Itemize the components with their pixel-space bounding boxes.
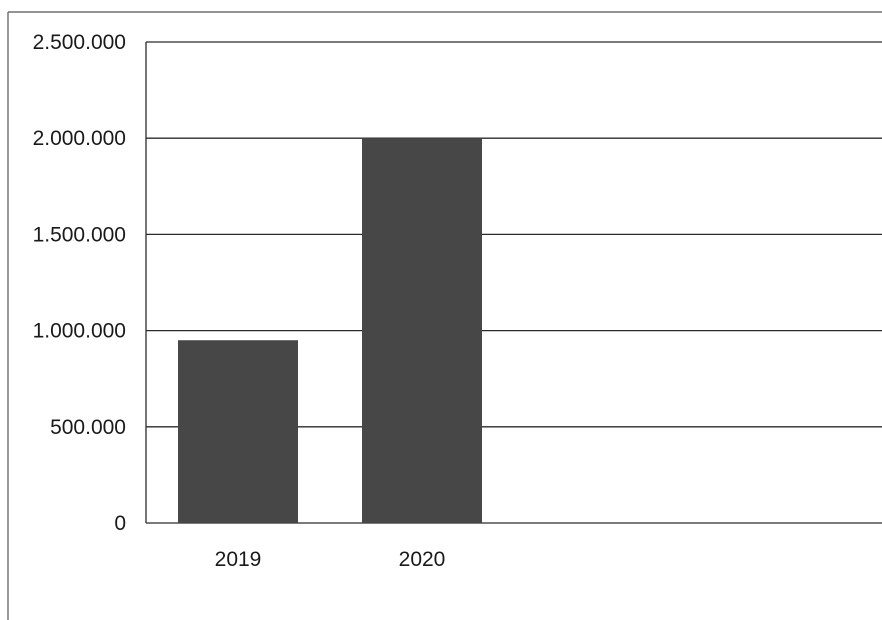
y-tick-label: 1.500.000	[33, 223, 126, 246]
y-tick-label: 0	[114, 512, 126, 535]
bars	[178, 138, 482, 523]
bar-2020	[362, 138, 482, 523]
y-tick-label: 500.000	[50, 416, 126, 439]
y-tick-label: 2.000.000	[33, 127, 126, 150]
x-tick-label: 2019	[215, 548, 262, 571]
x-axis-tick-labels: 2019 2020	[215, 548, 446, 571]
x-tick-label: 2020	[399, 548, 446, 571]
y-tick-label: 2.500.000	[33, 31, 126, 54]
y-axis-tick-labels: 0 500.000 1.000.000 1.500.000 2.000.000 2.500…	[33, 31, 126, 535]
bar-2019	[178, 340, 298, 523]
y-tick-label: 1.000.000	[33, 320, 126, 343]
